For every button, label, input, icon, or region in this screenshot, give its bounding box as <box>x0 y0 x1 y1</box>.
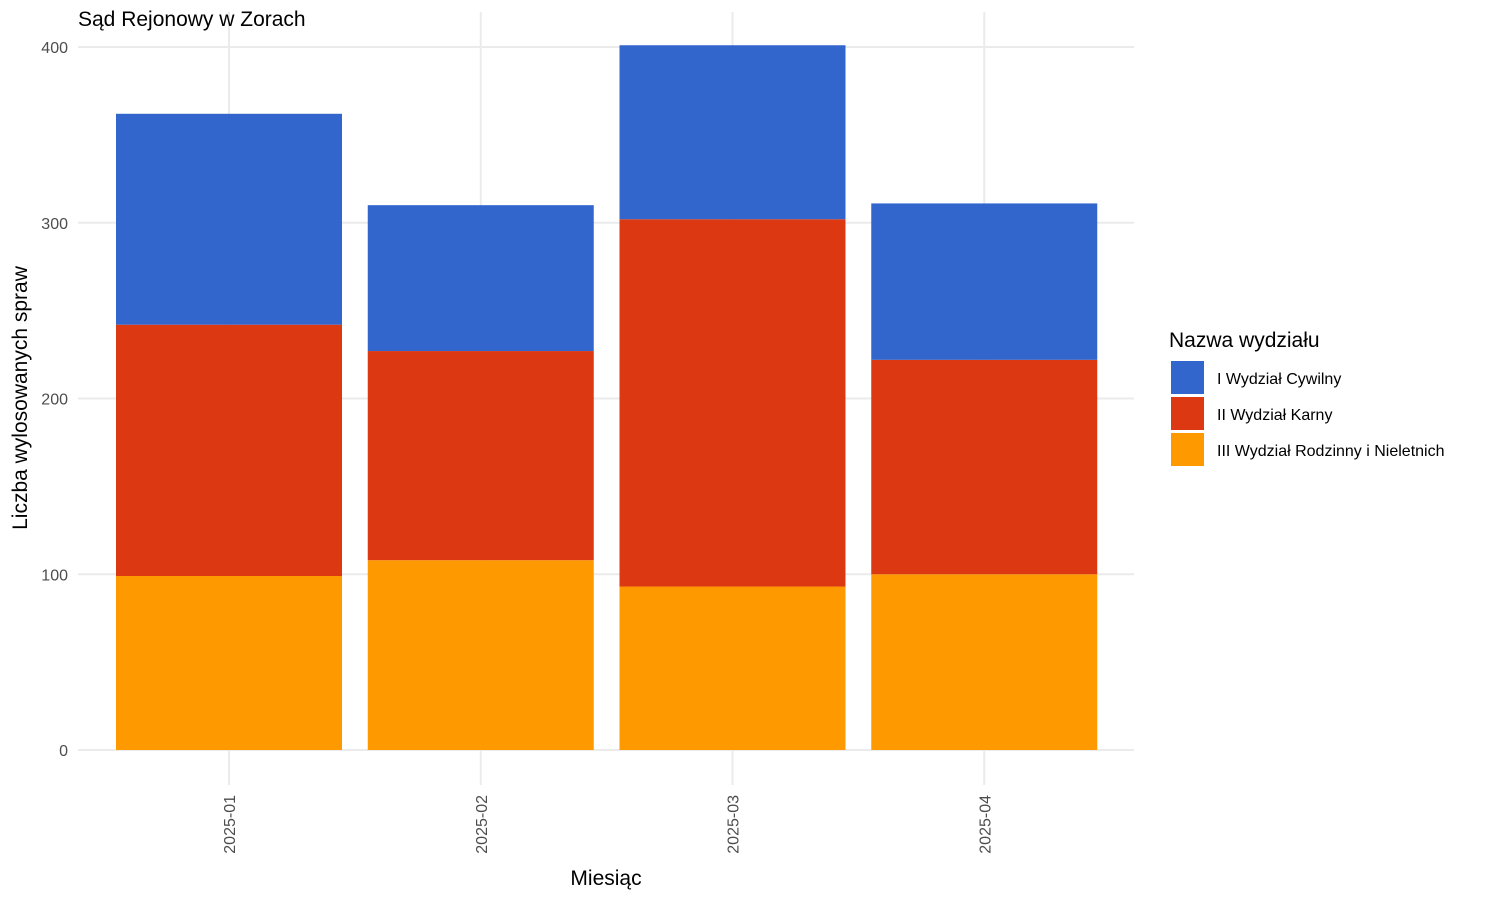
y-axis-title: Liczba wylosowanych spraw <box>9 265 32 530</box>
legend-label: III Wydział Rodzinny i Nieletnich <box>1217 443 1445 460</box>
x-tick-labels: 2025-01 2025-02 2025-03 2025-04 <box>222 795 994 854</box>
chart-title: Sąd Rejonowy w Zorach <box>78 8 306 31</box>
bar-segment <box>367 351 594 561</box>
legend-label: II Wydział Karny <box>1217 407 1332 424</box>
y-tick-label: 300 <box>41 216 68 233</box>
bar-segment <box>116 324 342 577</box>
bar-segment <box>116 576 342 750</box>
bar-segment <box>619 586 846 750</box>
legend-label: I Wydział Cywilny <box>1217 371 1341 388</box>
x-tick-label: 2025-04 <box>977 795 994 854</box>
bar-segment <box>871 203 1098 360</box>
y-tick-label: 400 <box>41 40 68 57</box>
x-tick-label: 2025-02 <box>474 795 491 854</box>
y-tick-label: 200 <box>41 392 68 409</box>
legend-swatch <box>1171 397 1204 430</box>
legend-title: Nazwa wydziału <box>1169 329 1320 352</box>
x-tick-label: 2025-03 <box>726 795 743 854</box>
y-tick-labels: 0 100 200 300 400 <box>41 40 68 760</box>
bar-segment <box>871 359 1098 575</box>
x-axis-title: Miesiąc <box>570 867 641 890</box>
y-tick-label: 100 <box>41 567 68 584</box>
bar-segment <box>367 205 594 352</box>
bar-segment <box>367 560 594 750</box>
x-tick-label: 2025-01 <box>222 795 239 854</box>
legend-swatch <box>1171 361 1204 394</box>
y-tick-label: 0 <box>59 743 68 760</box>
bar-segment <box>619 45 846 220</box>
legend-swatch <box>1171 433 1204 466</box>
bar-segment <box>116 113 342 325</box>
bar-segment <box>871 574 1098 750</box>
legend: Nazwa wydziału I Wydział Cywilny II Wydzi… <box>1169 329 1445 466</box>
bar-segment <box>619 219 846 587</box>
bars-layer <box>116 45 1098 750</box>
legend-items: I Wydział Cywilny II Wydział Karny III Wyd… <box>1171 361 1445 466</box>
